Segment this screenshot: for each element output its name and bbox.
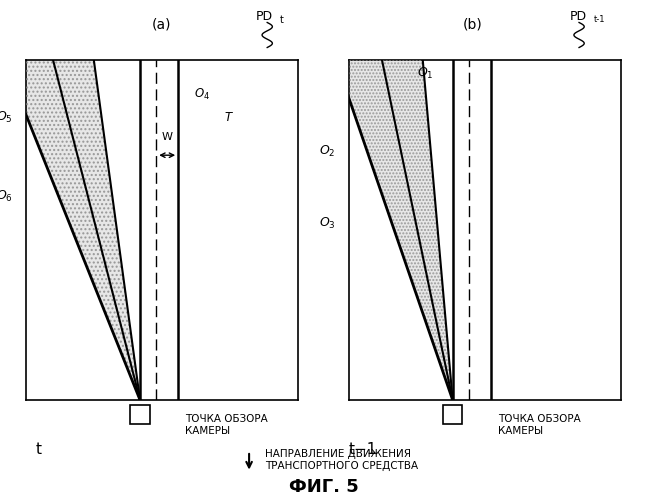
- Text: НАПРАВЛЕНИЕ ДВИЖЕНИЯ
ТРАНСПОРТНОГО СРЕДСТВА: НАПРАВЛЕНИЕ ДВИЖЕНИЯ ТРАНСПОРТНОГО СРЕДС…: [265, 449, 419, 471]
- Text: $O_4$: $O_4$: [194, 86, 210, 102]
- Text: $O_6$: $O_6$: [0, 188, 12, 204]
- Bar: [131, 405, 149, 424]
- Polygon shape: [382, 60, 453, 400]
- Bar: [443, 405, 462, 424]
- Polygon shape: [26, 60, 140, 400]
- Text: t-1: t-1: [593, 16, 605, 24]
- Text: ТОЧКА ОБЗОРА
КАМЕРЫ: ТОЧКА ОБЗОРА КАМЕРЫ: [185, 414, 268, 436]
- Text: t: t: [36, 442, 42, 458]
- Text: (a): (a): [152, 17, 171, 31]
- Text: $O_5$: $O_5$: [0, 110, 12, 126]
- Text: ТОЧКА ОБЗОРА
КАМЕРЫ: ТОЧКА ОБЗОРА КАМЕРЫ: [498, 414, 580, 436]
- Text: t−1: t−1: [348, 442, 377, 458]
- Text: t: t: [280, 15, 283, 25]
- Text: $O_3$: $O_3$: [319, 216, 336, 230]
- Text: W: W: [162, 132, 173, 141]
- Polygon shape: [349, 60, 453, 400]
- Text: PD: PD: [256, 10, 272, 23]
- Text: $O_1$: $O_1$: [417, 66, 433, 81]
- Text: ФИГ. 5: ФИГ. 5: [289, 478, 358, 496]
- Text: (b): (b): [463, 17, 482, 31]
- Text: PD: PD: [569, 10, 586, 23]
- Polygon shape: [53, 60, 140, 400]
- Text: T: T: [225, 112, 232, 124]
- Text: $O_2$: $O_2$: [320, 144, 336, 160]
